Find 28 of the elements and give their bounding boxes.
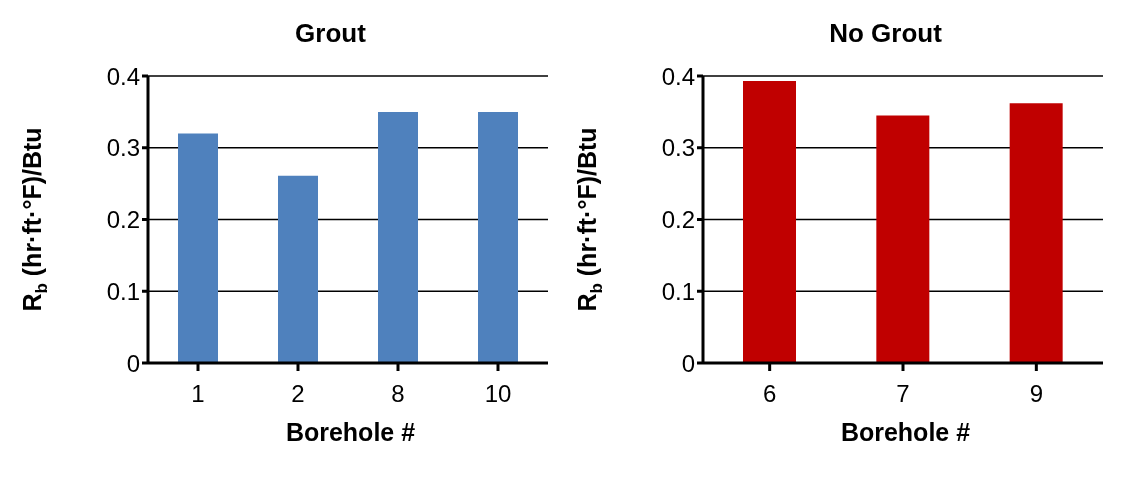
y-tick-label: 0.1 xyxy=(106,277,140,305)
y-tick-label: 0.3 xyxy=(661,134,695,162)
x-tick-label: 9 xyxy=(1029,380,1044,408)
x-axis-title: Borehole # xyxy=(284,418,417,447)
x-tick-label: 2 xyxy=(291,380,305,408)
bar xyxy=(743,81,796,363)
bar xyxy=(178,133,218,363)
x-tick-label: 10 xyxy=(484,380,512,408)
y-tick-label: 0 xyxy=(126,349,140,377)
x-axis-title: Borehole # xyxy=(839,418,972,447)
y-tick-label: 0.4 xyxy=(106,62,140,90)
y-tick-label: 0.2 xyxy=(106,206,140,234)
bar xyxy=(378,111,418,363)
x-tick-label: 8 xyxy=(391,380,405,408)
bar xyxy=(876,115,930,363)
chart-title: No Grout xyxy=(828,17,943,50)
x-tick-label: 7 xyxy=(896,380,910,408)
chart-title: Grout xyxy=(294,17,367,50)
y-tick-label: 0.4 xyxy=(661,62,695,90)
bar xyxy=(278,175,318,363)
x-tick-label: 6 xyxy=(762,380,777,408)
y-tick-label: 0 xyxy=(681,349,695,377)
y-tick-label: 0.2 xyxy=(661,206,695,234)
y-tick-label: 0.3 xyxy=(106,134,140,162)
bar xyxy=(478,111,518,363)
x-tick-label: 1 xyxy=(191,380,205,408)
y-tick-label: 0.1 xyxy=(661,277,695,305)
bar xyxy=(1009,103,1063,363)
